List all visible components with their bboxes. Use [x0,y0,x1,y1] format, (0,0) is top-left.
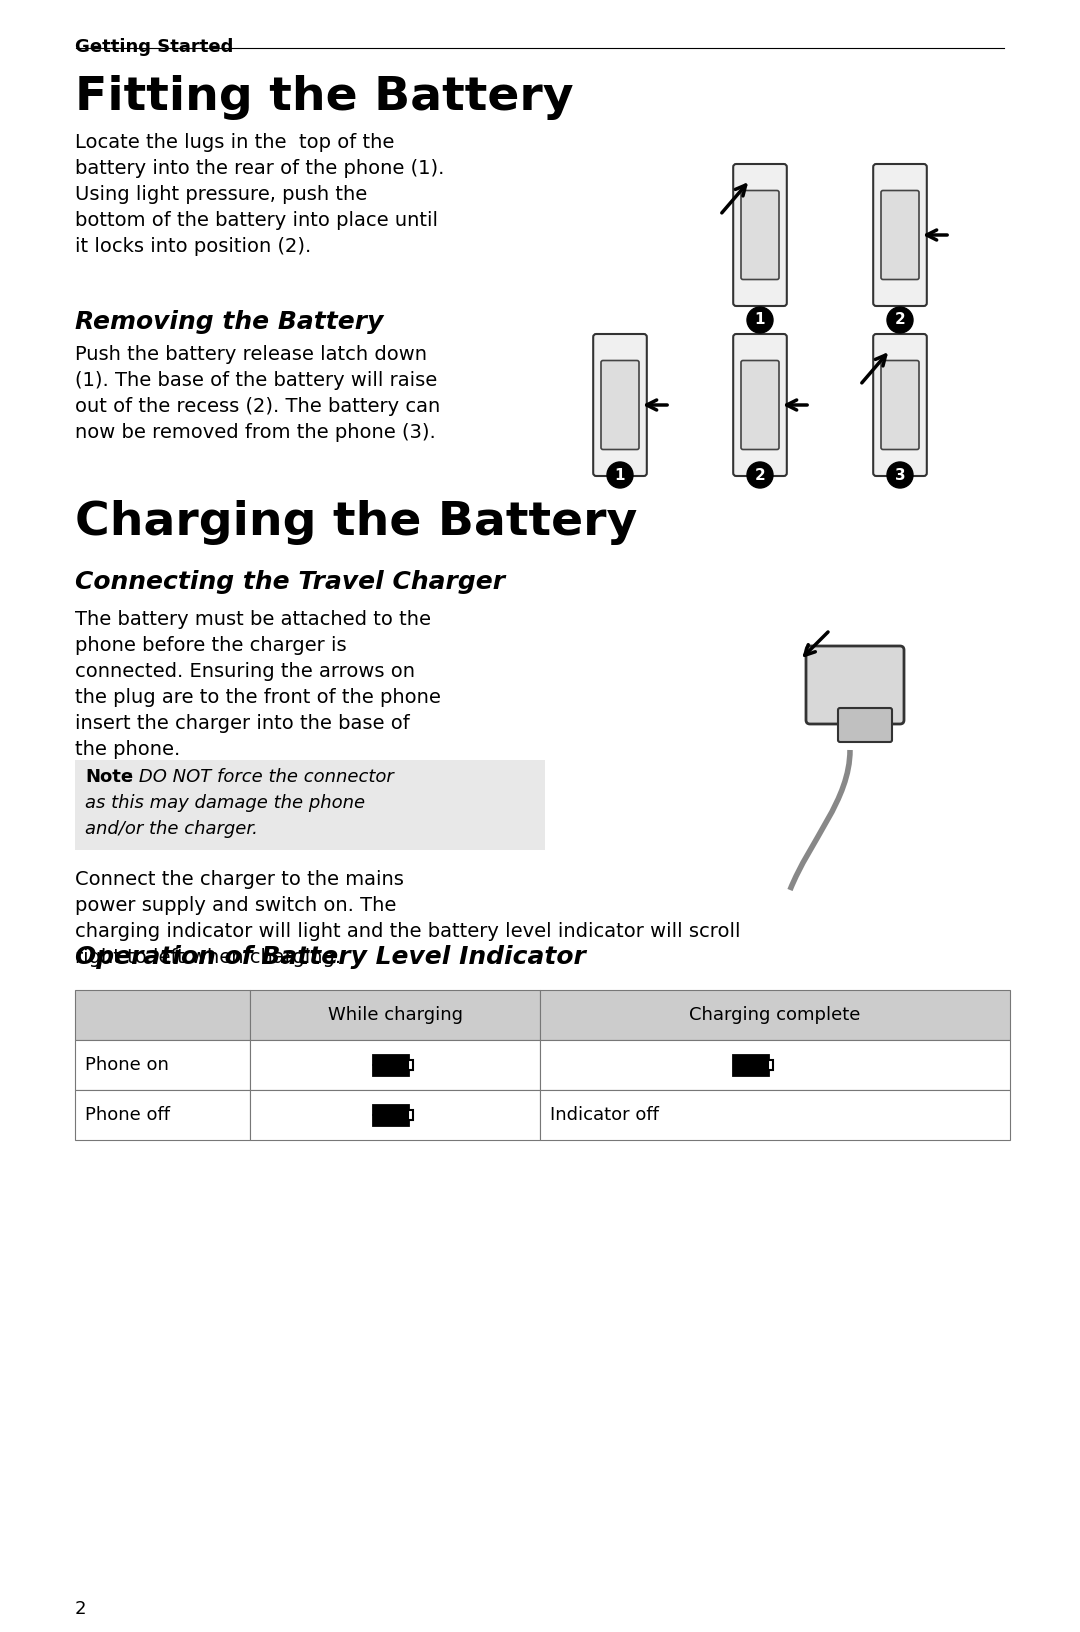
Text: connected. Ensuring the arrows on: connected. Ensuring the arrows on [75,663,415,681]
Bar [408,1110,413,1120]
Bar [249,991,540,1040]
Text: right to left when charging.: right to left when charging. [75,948,341,968]
Text: charging indicator will light and the battery level indicator will scroll: charging indicator will light and the ba… [75,922,741,942]
Text: Note: Note [85,769,133,787]
FancyBboxPatch shape [733,163,787,307]
FancyBboxPatch shape [874,335,927,477]
FancyBboxPatch shape [75,761,545,850]
Text: insert the charger into the base of: insert the charger into the base of [75,715,409,733]
Text: the phone.: the phone. [75,739,180,759]
Text: 2: 2 [894,312,905,328]
Text: 2: 2 [755,467,766,483]
FancyBboxPatch shape [881,361,919,449]
FancyBboxPatch shape [838,708,892,743]
Text: it locks into position (2).: it locks into position (2). [75,237,311,256]
Bar [768,1061,773,1071]
Text: as this may damage the phone: as this may damage the phone [85,795,365,813]
Text: Fitting the Battery: Fitting the Battery [75,75,573,121]
Text: Charging the Battery: Charging the Battery [75,499,637,545]
Circle shape [607,462,633,488]
Bar [408,1061,413,1071]
Text: Connect the charger to the mains: Connect the charger to the mains [75,870,404,889]
Text: now be removed from the phone (3).: now be removed from the phone (3). [75,423,435,442]
FancyBboxPatch shape [741,191,779,279]
Circle shape [747,307,773,333]
Bar [75,991,249,1040]
Circle shape [747,462,773,488]
Text: : DO NOT force the connector: : DO NOT force the connector [127,769,394,787]
Text: 3: 3 [894,467,905,483]
Bar [249,1090,540,1141]
Text: The battery must be attached to the: The battery must be attached to the [75,610,431,628]
Bar [540,991,1010,1040]
FancyBboxPatch shape [741,361,779,449]
FancyBboxPatch shape [600,361,639,449]
Text: Push the battery release latch down: Push the battery release latch down [75,344,427,364]
Text: 1: 1 [615,467,625,483]
Text: out of the recess (2). The battery can: out of the recess (2). The battery can [75,397,441,416]
Text: Locate the lugs in the  top of the: Locate the lugs in the top of the [75,132,394,152]
Text: Phone on: Phone on [85,1056,168,1074]
FancyBboxPatch shape [593,335,647,477]
Text: 1: 1 [755,312,766,328]
Bar [249,1040,540,1090]
Circle shape [887,307,913,333]
Text: 2: 2 [75,1599,86,1617]
Text: Operation of Battery Level Indicator: Operation of Battery Level Indicator [75,945,585,969]
Circle shape [887,462,913,488]
Bar [75,1090,249,1141]
FancyBboxPatch shape [806,646,904,725]
FancyBboxPatch shape [874,163,927,307]
FancyBboxPatch shape [733,335,787,477]
FancyBboxPatch shape [373,1054,408,1075]
Bar [540,1040,1010,1090]
Text: While charging: While charging [327,1005,462,1023]
Text: Getting Started: Getting Started [75,38,233,55]
FancyBboxPatch shape [733,1054,768,1075]
Text: (1). The base of the battery will raise: (1). The base of the battery will raise [75,370,437,390]
Bar [540,1090,1010,1141]
Text: the plug are to the front of the phone: the plug are to the front of the phone [75,689,441,707]
Text: Charging complete: Charging complete [689,1005,861,1023]
Text: and/or the charger.: and/or the charger. [85,819,258,837]
Text: Removing the Battery: Removing the Battery [75,310,383,335]
Text: Indicator off: Indicator off [550,1106,659,1124]
Text: bottom of the battery into place until: bottom of the battery into place until [75,211,438,230]
Text: power supply and switch on. The: power supply and switch on. The [75,896,396,916]
Text: Connecting the Travel Charger: Connecting the Travel Charger [75,570,505,594]
FancyBboxPatch shape [373,1105,408,1124]
Text: battery into the rear of the phone (1).: battery into the rear of the phone (1). [75,158,444,178]
Text: phone before the charger is: phone before the charger is [75,636,347,654]
FancyBboxPatch shape [881,191,919,279]
Text: Phone off: Phone off [85,1106,170,1124]
Bar [75,1040,249,1090]
Text: Using light pressure, push the: Using light pressure, push the [75,184,367,204]
